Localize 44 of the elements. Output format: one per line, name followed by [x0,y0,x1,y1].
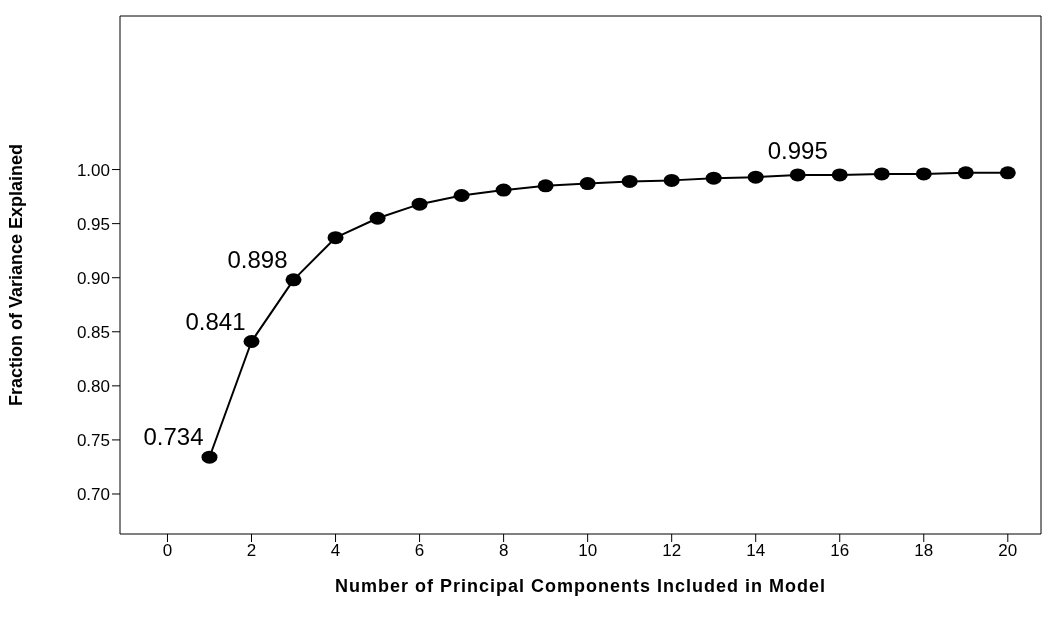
x-tick-label: 12 [662,541,682,561]
point [705,171,722,185]
point [747,170,764,184]
y-tick-label: 0.70 [76,485,110,505]
y-tick-label: 0.75 [76,430,110,450]
y-tick-label: 0.95 [76,214,110,234]
point [411,197,428,211]
point [537,179,554,193]
x-tick-label: 6 [414,541,425,561]
x-tick-label: 14 [746,541,766,561]
x-tick-label: 16 [830,541,850,561]
point [915,167,932,181]
x-tick-label: 8 [498,541,509,561]
point [579,177,596,191]
y-axis-title: Fraction of Variance Explained [6,143,27,407]
y-tick-label: 0.80 [76,376,110,396]
x-tick-label: 0 [162,541,173,561]
x-axis-title: Number of Principal Components Included in Model [334,576,827,596]
data-label: 0.995 [767,136,828,164]
x-tick-label: 18 [914,541,934,561]
data-label: 0.898 [227,245,288,273]
y-tick-label: 1.00 [76,160,110,180]
point [789,168,806,182]
point [201,450,218,464]
point [663,173,680,187]
y-tick-label: 0.90 [76,268,110,288]
x-tick-label: 20 [998,541,1018,561]
x-tick-label: 4 [330,541,341,561]
point [243,335,260,349]
data-label: 0.734 [143,423,204,451]
x-tick-label: 2 [246,541,257,561]
x-tick-label: 10 [578,541,598,561]
point [369,211,386,225]
point [285,273,302,287]
data-label: 0.841 [185,307,246,335]
point [873,167,890,181]
point [495,183,512,197]
point [453,189,470,203]
y-tick-label: 0.85 [76,322,110,342]
point [957,166,974,180]
point [327,231,344,245]
point [831,168,848,182]
point [999,166,1016,180]
point [621,174,638,188]
